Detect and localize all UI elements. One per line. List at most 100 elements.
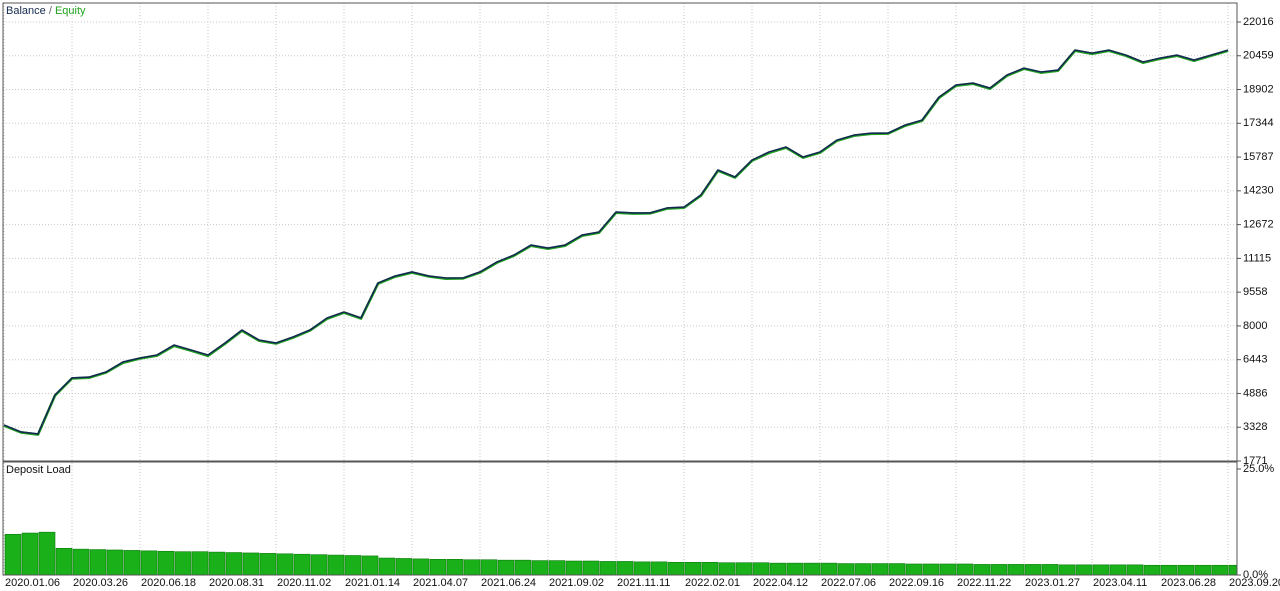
x-tick-label: 2022.04.12 xyxy=(753,577,808,589)
bar xyxy=(1007,564,1025,575)
bar xyxy=(38,531,56,575)
bar xyxy=(1177,564,1195,575)
bar xyxy=(650,561,668,575)
x-tick-label: 2023.06.28 xyxy=(1161,577,1216,589)
legend-separator: / xyxy=(49,5,53,17)
bar xyxy=(1075,564,1093,575)
y-tick-label: 9558 xyxy=(1243,286,1267,298)
y-tick-label: 20459 xyxy=(1243,50,1274,62)
bar xyxy=(684,561,702,575)
bar xyxy=(463,559,481,575)
y-tick-label: 3328 xyxy=(1243,421,1267,433)
bar xyxy=(191,551,209,575)
frame-bottom xyxy=(2,461,1238,576)
bar xyxy=(939,563,957,575)
bar xyxy=(480,559,498,575)
x-tick-label: 2023.04.11 xyxy=(1093,577,1147,589)
y-tick-label: 25.0% xyxy=(1243,463,1274,475)
x-tick-label: 2020.03.26 xyxy=(73,577,128,589)
bar xyxy=(225,552,243,575)
x-tick-label: 2023.01.27 xyxy=(1025,577,1080,589)
y-tick-label: 17344 xyxy=(1243,117,1274,129)
bar xyxy=(786,562,804,575)
bar xyxy=(276,553,294,575)
bar xyxy=(905,563,923,575)
bar xyxy=(803,562,821,575)
legend-item: Balance xyxy=(6,5,46,17)
x-tick-label: 2020.06.18 xyxy=(141,577,196,589)
y-tick-label: 0.0% xyxy=(1243,569,1268,581)
bar xyxy=(854,563,872,575)
y-tick-label: 11115 xyxy=(1243,252,1271,264)
bar xyxy=(378,557,396,575)
y-tick-label: 14230 xyxy=(1243,185,1274,197)
bar xyxy=(1143,564,1161,575)
bar xyxy=(344,555,362,575)
bar xyxy=(565,560,583,575)
bar xyxy=(412,558,430,575)
bar xyxy=(548,560,566,575)
bar xyxy=(1228,564,1237,575)
x-tick-label: 2022.02.01 xyxy=(685,577,740,589)
bar xyxy=(820,562,838,575)
bar xyxy=(4,533,22,575)
x-tick-label: 2020.11.02 xyxy=(277,577,331,589)
y-tick-label: 8000 xyxy=(1243,320,1267,332)
bar xyxy=(123,550,141,575)
bar xyxy=(293,553,311,575)
y-tick-label: 6443 xyxy=(1243,354,1267,366)
bar xyxy=(1058,564,1076,575)
bar xyxy=(1160,564,1178,575)
bar xyxy=(429,559,447,575)
bar xyxy=(667,561,685,575)
bar xyxy=(871,563,889,575)
x-tick-label: 2020.01.06 xyxy=(5,577,60,589)
bar xyxy=(973,564,991,575)
grid xyxy=(3,3,1237,462)
bar xyxy=(633,561,651,575)
bar xyxy=(701,561,719,575)
bar xyxy=(497,559,515,575)
bar xyxy=(599,561,617,575)
bar xyxy=(21,532,39,575)
bar xyxy=(922,563,940,575)
bar xyxy=(55,547,73,575)
bar xyxy=(1092,564,1110,575)
bar xyxy=(837,563,855,575)
bar xyxy=(718,562,736,575)
y-tick-label: 4886 xyxy=(1243,387,1267,399)
bar xyxy=(1024,564,1042,575)
x-tick-label: 2022.09.16 xyxy=(889,577,944,589)
x-tick-label: 2022.11.22 xyxy=(957,577,1011,589)
y-tick-label: 1771 xyxy=(1243,455,1267,467)
bar xyxy=(1109,564,1127,575)
x-tick-label: 2023.09.20 xyxy=(1229,577,1280,589)
bar xyxy=(752,562,770,575)
bar xyxy=(1194,564,1212,575)
bar xyxy=(259,553,277,575)
bar xyxy=(1211,564,1229,575)
bar xyxy=(616,561,634,575)
bar xyxy=(242,552,260,575)
x-tick-label: 2021.06.24 xyxy=(481,577,536,589)
bar xyxy=(72,548,90,575)
bar xyxy=(157,550,175,575)
y-tick-label: 12672 xyxy=(1243,219,1274,231)
bar xyxy=(582,560,600,575)
x-tick-label: 2021.01.14 xyxy=(345,577,400,589)
bar xyxy=(446,559,464,575)
bars xyxy=(4,531,1237,575)
bar xyxy=(106,549,124,575)
bar xyxy=(140,550,158,575)
legend: Balance / Equity xyxy=(6,5,86,17)
bar xyxy=(395,558,413,575)
bar xyxy=(1041,564,1059,575)
bar xyxy=(310,554,328,575)
bar xyxy=(531,560,549,575)
bar xyxy=(174,551,192,575)
bar xyxy=(89,549,107,575)
bar xyxy=(514,559,532,575)
y-tick-label: 18902 xyxy=(1243,83,1274,95)
x-tick-label: 2022.07.06 xyxy=(821,577,876,589)
